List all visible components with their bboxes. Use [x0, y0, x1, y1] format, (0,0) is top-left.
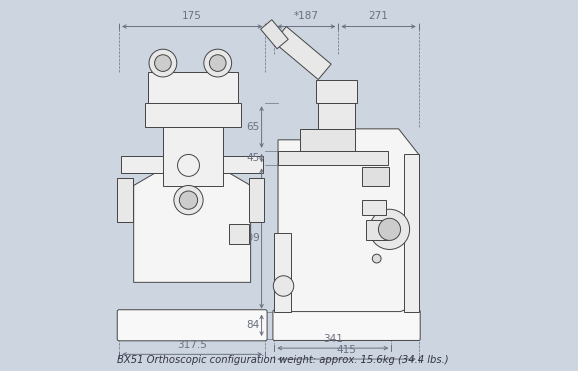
Circle shape [372, 254, 381, 263]
Text: *187: *187 [294, 11, 319, 21]
Bar [149, 72, 238, 103]
Circle shape [209, 55, 226, 71]
Bar [362, 167, 390, 186]
Bar [163, 127, 223, 186]
Circle shape [273, 276, 294, 296]
Circle shape [154, 55, 171, 71]
FancyBboxPatch shape [273, 310, 420, 341]
Bar [117, 178, 132, 222]
Bar [249, 178, 264, 222]
Circle shape [149, 49, 177, 77]
Bar [121, 156, 264, 173]
Polygon shape [261, 20, 288, 49]
Bar [275, 233, 291, 312]
Bar [229, 224, 249, 244]
Circle shape [204, 49, 232, 77]
Circle shape [379, 218, 401, 240]
Circle shape [179, 191, 198, 209]
Text: 65: 65 [246, 122, 260, 132]
Bar [278, 151, 388, 165]
Polygon shape [273, 27, 331, 79]
Bar [318, 103, 355, 129]
Text: 415: 415 [336, 345, 357, 355]
Bar [144, 103, 242, 127]
Text: 84: 84 [246, 320, 260, 330]
Polygon shape [134, 173, 251, 282]
Text: 175: 175 [182, 11, 202, 21]
Polygon shape [278, 129, 418, 312]
Text: 209: 209 [240, 233, 260, 243]
Bar [404, 154, 418, 312]
Text: 341: 341 [323, 334, 343, 344]
Text: 45: 45 [246, 153, 260, 163]
Circle shape [177, 154, 199, 176]
Bar [362, 200, 386, 215]
Bar [366, 220, 388, 240]
Text: 317.5: 317.5 [177, 340, 207, 350]
Bar [300, 129, 355, 151]
Circle shape [369, 209, 410, 249]
Text: BX51 Orthoscopic configuration weight: approx. 15.6kg (34.4 lbs.): BX51 Orthoscopic configuration weight: a… [117, 355, 449, 365]
Bar [316, 79, 357, 103]
FancyBboxPatch shape [117, 310, 267, 341]
Text: 271: 271 [369, 11, 388, 21]
Circle shape [174, 186, 203, 215]
